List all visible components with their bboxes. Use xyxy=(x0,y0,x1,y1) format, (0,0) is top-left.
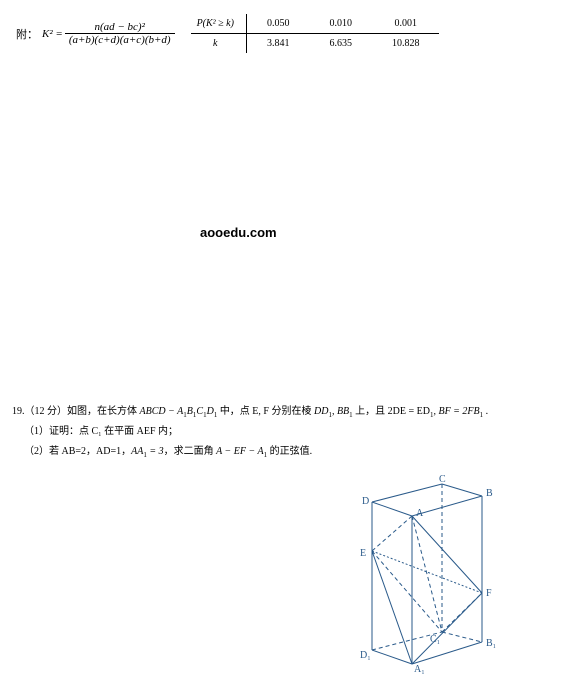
q19-text: 上，且 2DE = ED xyxy=(353,406,430,417)
label-B: B xyxy=(486,488,493,499)
q19-math: , BB xyxy=(332,406,349,417)
table-header-cell: 0.010 xyxy=(309,14,372,34)
q19-text: （2）若 AB=2，AD=1， xyxy=(24,446,131,457)
table-cell: 10.828 xyxy=(372,34,440,54)
cuboid-figure: C B D A E F D₁ C₁ A₁ B₁ xyxy=(334,474,514,674)
q19-math: D xyxy=(207,406,214,417)
table-cell: 3.841 xyxy=(246,34,309,54)
q19-text: . xyxy=(483,406,488,417)
label-D1: D₁ xyxy=(360,650,371,661)
q19-line2: （1）证明：点 C₁ 在平面 AEF 内； xyxy=(12,422,566,442)
table-header-label: P(K² ≥ k) xyxy=(191,14,247,34)
table-header-cell: 0.001 xyxy=(372,14,440,34)
label-F: F xyxy=(486,588,492,599)
label-B1: B₁ xyxy=(486,638,496,649)
table-header-cell: 0.050 xyxy=(246,14,309,34)
formula-row: 附： K² = n(ad − bc)² (a+b)(c+d)(a+c)(b+d)… xyxy=(16,14,439,53)
label-C: C xyxy=(439,474,446,485)
q19-math: A − EF − A xyxy=(216,446,264,457)
formula-numerator: n(ad − bc)² xyxy=(90,21,148,33)
q19-math: = 3 xyxy=(147,446,164,457)
q19-math: AA xyxy=(131,446,143,457)
label-E: E xyxy=(360,548,366,559)
q19-line1: 19.（12 分）如图，在长方体 ABCD − A1B1C1D1 中，点 E, … xyxy=(12,402,566,422)
q19-text: ，求二面角 xyxy=(164,446,217,457)
table-cell: 6.635 xyxy=(309,34,372,54)
formula-denominator: (a+b)(c+d)(a+c)(b+d) xyxy=(65,33,175,46)
q19-text: 19.（12 分）如图，在长方体 xyxy=(12,406,140,417)
formula-lhs: K² = xyxy=(42,28,63,40)
label-D: D xyxy=(362,496,369,507)
question-19: 19.（12 分）如图，在长方体 ABCD − A1B1C1D1 中，点 E, … xyxy=(12,402,566,462)
table-row-label: k xyxy=(191,34,247,54)
formula-prefix: 附： xyxy=(16,26,38,42)
q19-math: DD xyxy=(314,406,328,417)
q19-text: 的正弦值. xyxy=(267,446,312,457)
q19-math: , BF = 2FB xyxy=(433,406,479,417)
watermark: aooedu.com xyxy=(200,225,277,240)
chi-square-table: P(K² ≥ k) 0.050 0.010 0.001 k 3.841 6.63… xyxy=(191,14,440,53)
q19-text: 中，点 E, F 分别在棱 xyxy=(217,406,314,417)
label-A: A xyxy=(416,508,424,519)
label-C1: C₁ xyxy=(430,634,440,645)
label-A1: A₁ xyxy=(414,664,425,674)
formula-fraction: n(ad − bc)² (a+b)(c+d)(a+c)(b+d) xyxy=(65,21,175,46)
q19-math: ABCD − A xyxy=(140,406,184,417)
q19-line3: （2）若 AB=2，AD=1，AA1 = 3，求二面角 A − EF − A1 … xyxy=(12,442,566,462)
